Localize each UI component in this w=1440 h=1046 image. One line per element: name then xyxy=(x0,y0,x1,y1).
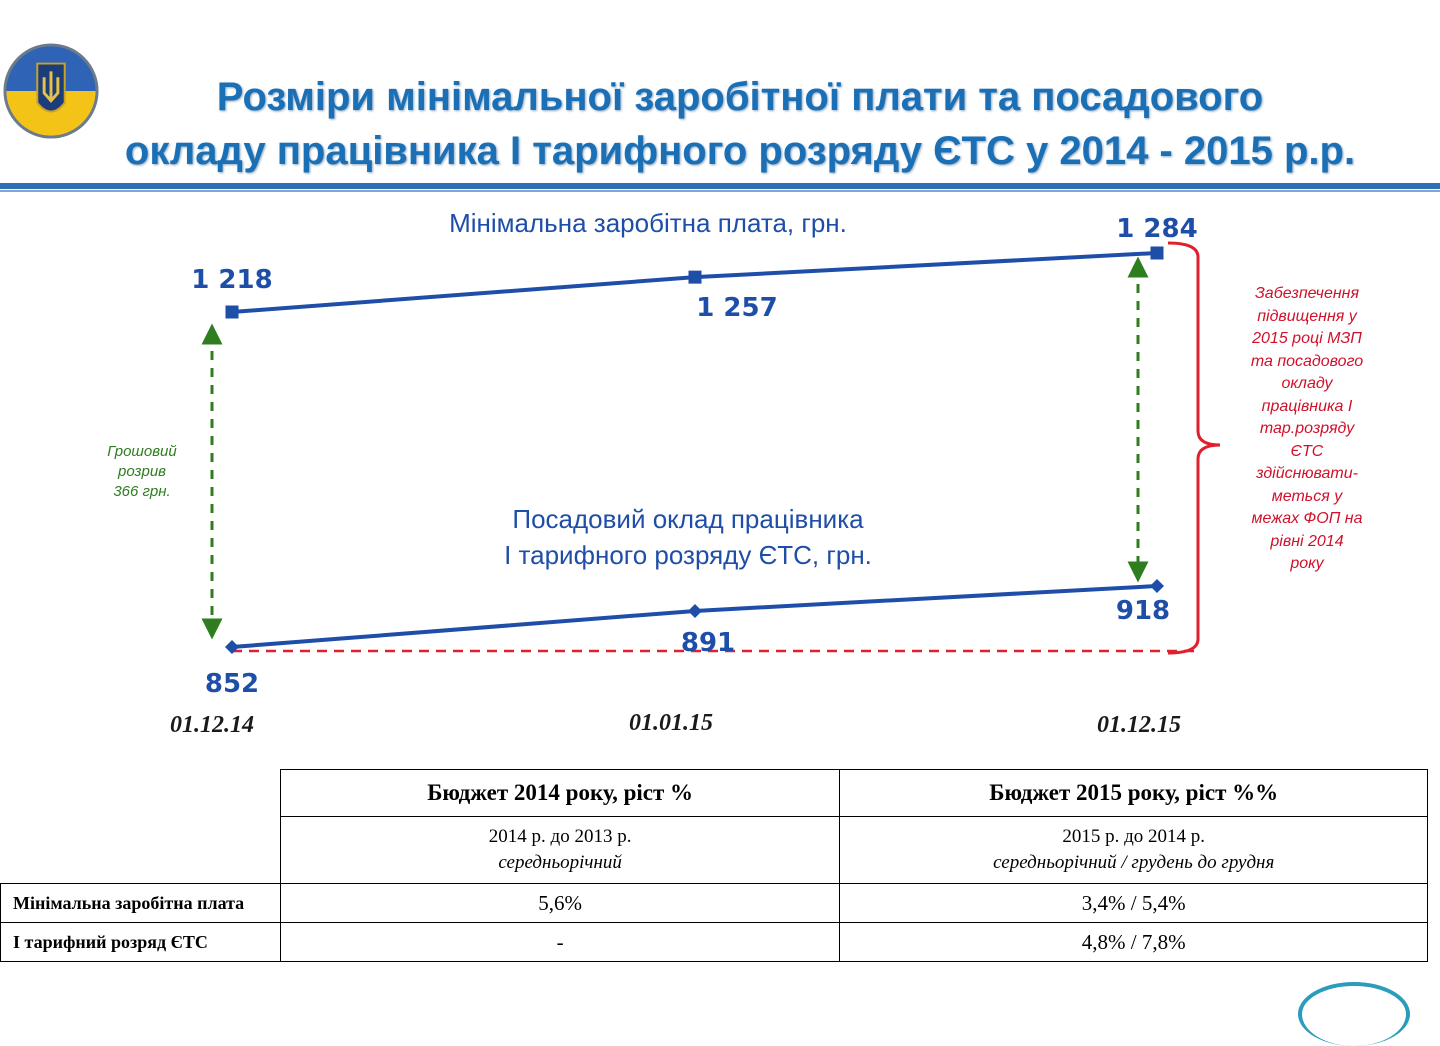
row-value-2015: 3,4% / 5,4% xyxy=(839,883,1428,923)
budget-table: Бюджет 2014 року, ріст % Бюджет 2015 рок… xyxy=(0,769,1428,962)
min-wage-label-1: 1 257 xyxy=(696,293,777,323)
gap-annotation: Грошовий розрив 366 грн. xyxy=(92,442,192,502)
side-note-line: та посадового xyxy=(1250,352,1364,370)
series-salary-name-line-2: І тарифного розряду ЄТС, грн. xyxy=(504,540,872,570)
row-value-2014: - xyxy=(279,922,841,962)
side-note: Забезпечення підвищення у 2015 році МЗП … xyxy=(1228,283,1386,576)
header-rule xyxy=(0,183,1440,189)
title-line-1: Розміри мінімальної заробітної плати та … xyxy=(216,75,1264,119)
min-wage-label-0: 1 218 xyxy=(191,265,272,295)
x-tick-label-1: 01.01.15 xyxy=(629,710,713,736)
min-wage-label-2: 1 284 xyxy=(1116,214,1197,244)
subheader-2015: 2015 р. до 2014 р. середньорічний / груд… xyxy=(839,816,1428,884)
salary-label-1: 891 xyxy=(681,628,735,658)
subheader-2015-line-1: 2015 р. до 2014 р. xyxy=(1062,826,1206,847)
corner-logo-arc xyxy=(1298,982,1410,1046)
side-note-line: ЄТС xyxy=(1290,442,1324,460)
header-rule-thin xyxy=(0,190,1440,192)
series-salary-name-line-1: Посадовий оклад працівника xyxy=(512,504,864,534)
side-note-line: працівника І xyxy=(1261,397,1353,415)
gap-annotation-line: 366 грн. xyxy=(113,483,171,500)
min-wage-point-0 xyxy=(225,305,239,319)
min-wage-point-1 xyxy=(688,270,702,284)
page-title: Розміри мінімальної заробітної плати та … xyxy=(90,70,1390,178)
min-wage-point-2 xyxy=(1150,246,1164,260)
table-row: Мінімальна заробітна плата 5,6% 3,4% / 5… xyxy=(0,883,1428,923)
side-note-line: підвищення у xyxy=(1257,307,1357,325)
gap-annotation-line: Грошовий xyxy=(107,443,177,460)
series-min-wage-name: Мінімальна заробітна плата, грн. xyxy=(449,208,847,238)
side-note-line: межах ФОП на xyxy=(1251,510,1363,527)
salary-label-2: 918 xyxy=(1116,596,1170,626)
subheader-2015-line-2: середньорічний / грудень до грудня xyxy=(993,852,1275,873)
table-row: І тарифний розряд ЄТС - 4,8% / 7,8% xyxy=(0,922,1428,962)
side-note-line: рівні 2014 xyxy=(1270,532,1344,550)
table-subheader-row: 2014 р. до 2013 р. середньорічний 2015 р… xyxy=(1,816,1428,884)
row-label: І тарифний розряд ЄТС xyxy=(0,922,281,962)
side-note-line: Забезпечення xyxy=(1254,285,1359,302)
emblem-logo xyxy=(3,43,99,139)
table-header-row: Бюджет 2014 року, ріст % Бюджет 2015 рок… xyxy=(0,769,1428,884)
side-note-line: окладу xyxy=(1281,375,1333,392)
row-value-2014: 5,6% xyxy=(279,883,841,923)
side-note-line: 2015 році МЗП xyxy=(1252,330,1362,347)
side-note-line: здійснювати- xyxy=(1256,465,1358,482)
subheader-2014-line-2: середньорічний xyxy=(498,852,622,873)
row-value-2015: 4,8% / 7,8% xyxy=(839,922,1428,962)
row-label: Мінімальна заробітна плата xyxy=(0,883,281,923)
salary-point-0 xyxy=(225,640,239,654)
title-line-2: окладу працівника І тарифного розряду ЄТ… xyxy=(124,129,1356,173)
salary-point-1 xyxy=(688,603,702,618)
gap-annotation-line: розрив xyxy=(117,463,166,480)
side-note-line: меться у xyxy=(1271,487,1343,505)
subheader-2014: 2014 р. до 2013 р. середньорічний xyxy=(279,816,841,884)
side-note-line: тар.розряду xyxy=(1259,420,1355,437)
salary-line-chart: 1 218 1 257 1 284 852 891 918 Мінімальна… xyxy=(170,208,1221,738)
x-tick-label-0: 01.12.14 xyxy=(170,712,254,738)
header-budget-2015: Бюджет 2015 року, ріст %% xyxy=(839,769,1428,817)
salary-point-2 xyxy=(1150,579,1164,593)
side-note-line: року xyxy=(1290,555,1324,572)
header-budget-2014: Бюджет 2014 року, ріст % xyxy=(279,769,841,817)
table-corner-cell xyxy=(0,769,281,884)
x-tick-label-2: 01.12.15 xyxy=(1097,712,1181,738)
red-brace xyxy=(1167,241,1221,655)
subheader-2014-line-1: 2014 р. до 2013 р. xyxy=(488,826,632,847)
salary-label-0: 852 xyxy=(205,669,259,699)
